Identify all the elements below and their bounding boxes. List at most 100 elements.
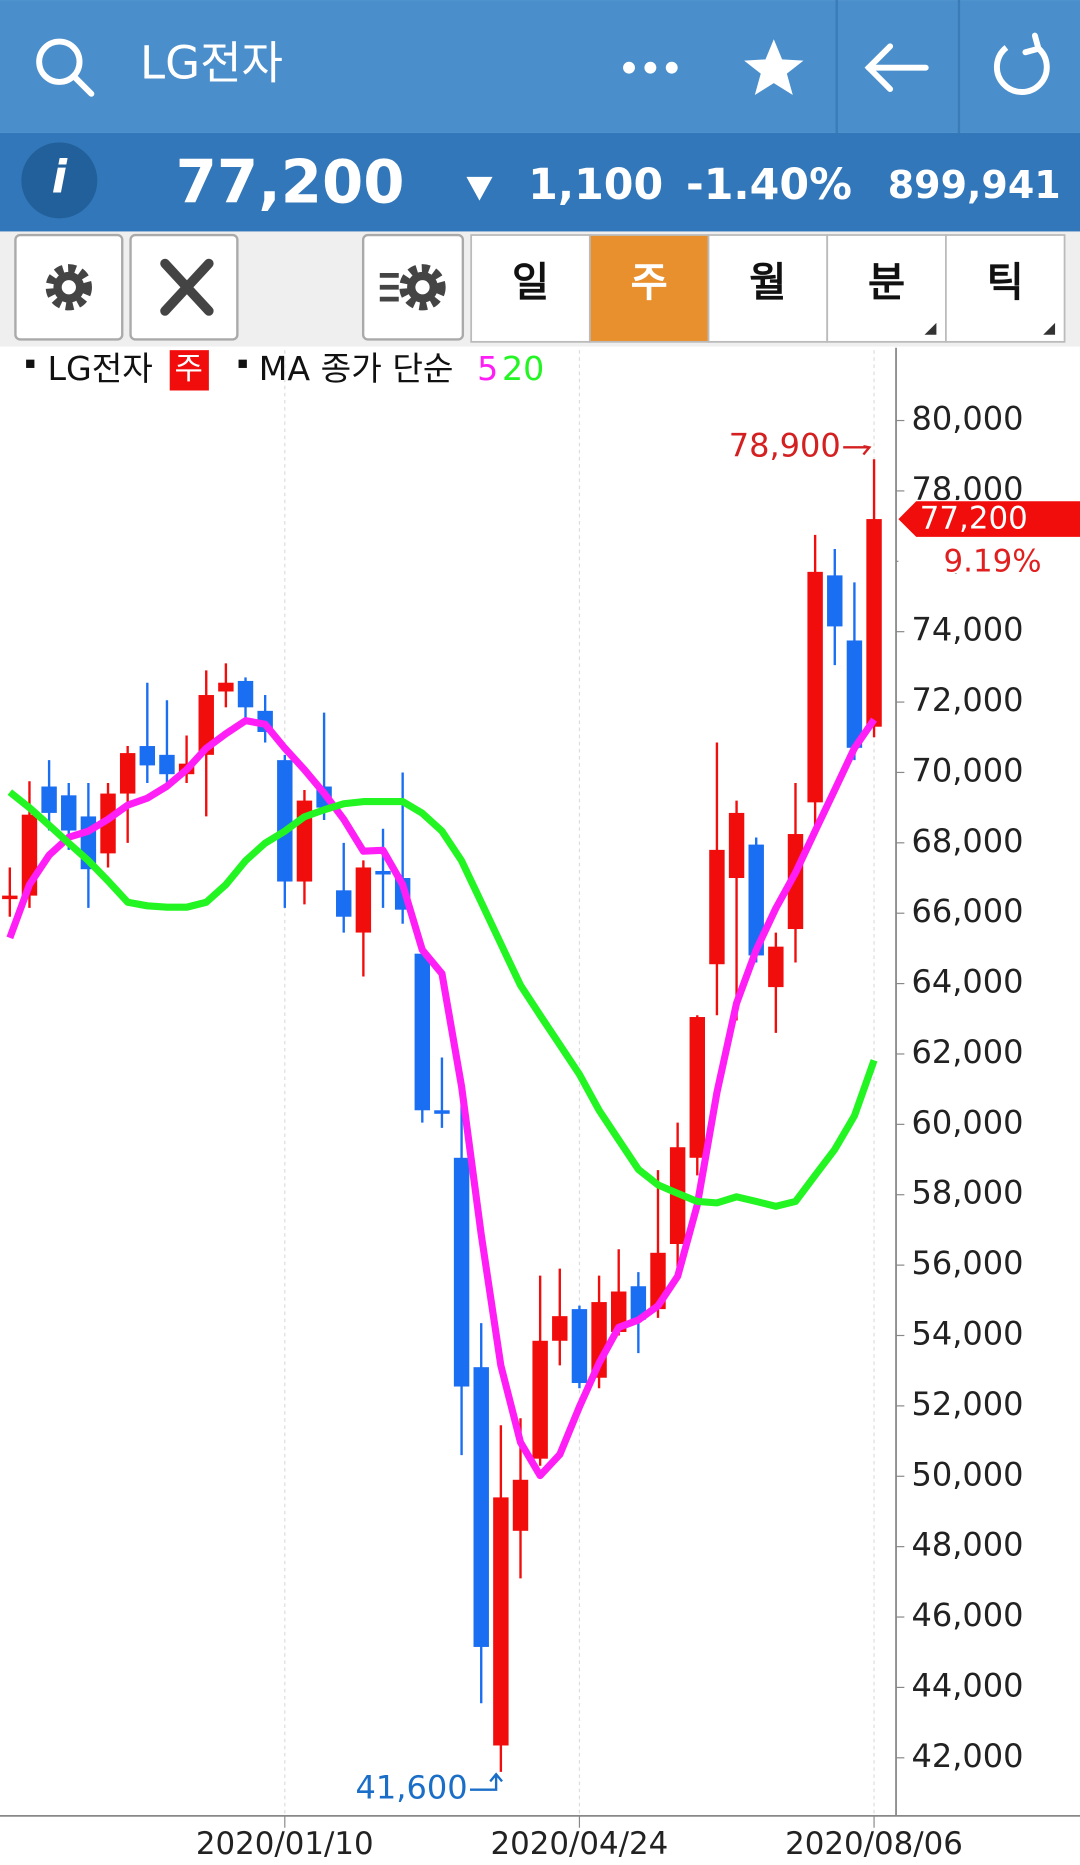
y-tick-label: 74,000 (911, 611, 1023, 649)
back-button[interactable] (864, 43, 929, 93)
price: 77,200 (176, 147, 405, 216)
candle-body (866, 519, 882, 727)
ma-label: MA 종가 단순 (259, 349, 454, 388)
current-price-label: 77,200 (920, 501, 1028, 537)
candle-body (414, 953, 431, 1111)
y-tick-label: 48,000 (911, 1526, 1023, 1564)
legend-series: 20 (502, 349, 544, 388)
settings-button[interactable] (14, 233, 124, 341)
candle-body (846, 640, 863, 748)
refresh-button[interactable] (994, 32, 1050, 95)
legend-bullet (26, 359, 35, 368)
candle-body (237, 680, 254, 708)
y-tick-label: 50,000 (911, 1455, 1023, 1493)
tab[interactable] (588, 234, 710, 343)
y-tick-label: 46,000 (911, 1596, 1023, 1634)
y-tick-label: 72,000 (911, 681, 1023, 719)
info-icon: i (52, 150, 68, 203)
y-tick-label: 52,000 (911, 1385, 1023, 1423)
candle-body (552, 1316, 568, 1341)
y-tick-label: 66,000 (911, 892, 1023, 930)
ma-line (6, 717, 878, 1480)
y-tick-label: 60,000 (911, 1103, 1023, 1141)
change: 1,100 (528, 160, 663, 210)
candle-body (159, 754, 175, 775)
legend-bullet (238, 359, 247, 368)
high-label: 78,900 (729, 426, 841, 464)
candle-body (768, 946, 784, 988)
current-price-tag (898, 501, 1080, 537)
candle-body (493, 1497, 509, 1746)
x-tick-label: 2020/01/10 (196, 1826, 374, 1861)
chart: 42,000 44,000 46,000 48,000 50,000 52,000 54,0… (2, 350, 1080, 1862)
tab-corner (1043, 322, 1056, 335)
quote-bar (0, 132, 1080, 232)
tab[interactable] (707, 234, 829, 343)
tab[interactable] (470, 234, 591, 343)
candle-body (827, 575, 843, 627)
search-button[interactable] (36, 38, 95, 97)
tools-button[interactable] (129, 233, 239, 341)
y-tick-label: 44,000 (911, 1666, 1023, 1704)
more-button[interactable] (623, 61, 678, 74)
candle-body (198, 695, 214, 755)
candle-body (119, 753, 136, 794)
x-tick-label: 2020/04/24 (491, 1826, 669, 1861)
candle-body (100, 793, 116, 854)
stock-title: LG전자 (140, 37, 283, 90)
y-tick-label: 64,000 (911, 963, 1023, 1001)
candle-body (748, 844, 764, 956)
candle-body (689, 1017, 705, 1158)
tab[interactable] (945, 234, 1066, 343)
candle-body (532, 1340, 548, 1459)
current-change-label: 9.19% (944, 543, 1042, 579)
y-tick-label: 56,000 (911, 1244, 1023, 1282)
candle-body (807, 571, 823, 803)
low-label: 41,600 (356, 1769, 468, 1807)
tab-corner (924, 322, 937, 335)
y-tick-label: 54,000 (911, 1315, 1023, 1353)
candle-body (728, 812, 745, 879)
candle-body (434, 1110, 450, 1114)
tab[interactable] (826, 234, 947, 343)
candle-body (277, 760, 293, 882)
favorite-button[interactable] (744, 39, 804, 95)
indicator-button[interactable] (361, 233, 465, 341)
candle-body (41, 786, 57, 813)
y-tick-label: 62,000 (911, 1033, 1023, 1071)
tab-label: 월 (749, 259, 786, 306)
y-tick-label: 58,000 (911, 1174, 1023, 1212)
legend-series: 5 (477, 349, 498, 388)
candle-body (611, 1291, 627, 1332)
tab-label: 일 (512, 259, 549, 306)
legend-symbol: LG전자 (47, 349, 152, 388)
candle-body (2, 895, 18, 900)
y-tick-label: 80,000 (911, 400, 1023, 438)
high-arrow (843, 445, 872, 456)
candle-body (336, 890, 352, 917)
tab-label: 주 (631, 259, 668, 306)
candle-body (139, 746, 156, 766)
candle-body (218, 682, 234, 692)
y-tick-label: 68,000 (911, 822, 1023, 860)
ma-line (7, 789, 878, 1210)
volume: 899,941 (888, 163, 1061, 207)
info-button[interactable] (21, 142, 98, 219)
change-direction (466, 176, 493, 201)
y-tick-label: 70,000 (911, 751, 1023, 789)
y-tick-label: 42,000 (911, 1737, 1023, 1775)
candle-body (630, 1286, 647, 1320)
tab-label: 분 (868, 259, 905, 306)
low-arrow (470, 1772, 503, 1791)
candle-body (355, 867, 372, 933)
change-percent: -1.40% (686, 160, 852, 210)
candle-body (473, 1367, 489, 1647)
candle-body (512, 1479, 529, 1531)
period-badge (169, 350, 209, 391)
candle-body (61, 795, 77, 831)
candle-body (709, 849, 725, 965)
period-badge-text: 주 (175, 351, 203, 387)
